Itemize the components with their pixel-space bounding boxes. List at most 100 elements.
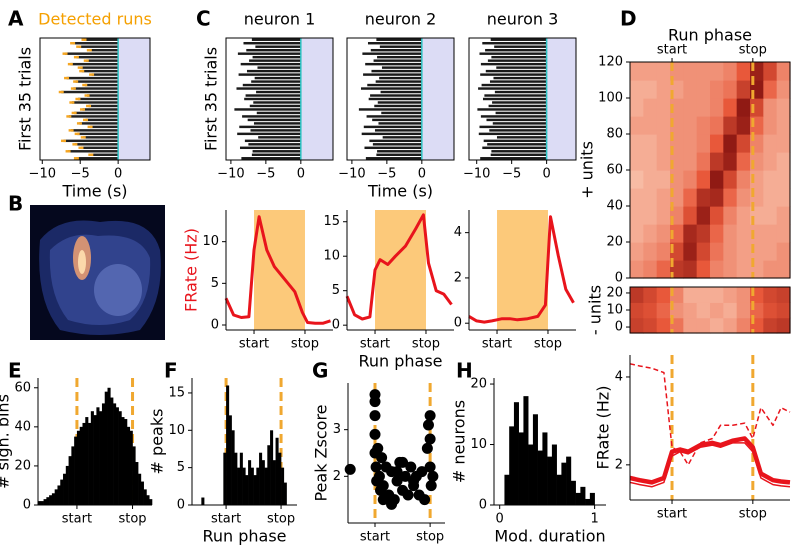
heatmap-cell	[776, 242, 791, 261]
raster-run	[377, 150, 422, 153]
hist-bar	[283, 482, 287, 505]
raster-run	[256, 111, 301, 115]
raster-run	[487, 143, 547, 146]
y-tick-label: 120	[598, 55, 623, 70]
raster-run	[254, 76, 301, 80]
y-tick-label: 5	[332, 283, 340, 298]
heatmap-cell	[736, 134, 751, 153]
hist-bar	[121, 417, 125, 505]
x-tick-label: start	[239, 337, 269, 352]
hist-bar	[132, 446, 136, 505]
raster-run	[488, 104, 547, 108]
raster-run	[90, 125, 119, 129]
heatmap-cell	[736, 242, 751, 261]
raster-run	[478, 87, 547, 90]
hist-bar	[88, 422, 92, 505]
y-tick-label: 0	[332, 318, 340, 333]
heatmap-cell	[683, 302, 698, 319]
axes-title: neuron 1	[244, 10, 316, 29]
heatmap-cell	[683, 317, 698, 334]
hist-bar	[551, 444, 557, 505]
heatmap-cell	[710, 287, 724, 303]
x-tick-label: start	[657, 43, 687, 58]
heatmap-cell	[723, 317, 738, 334]
raster-run	[496, 136, 547, 139]
x-tick-label: −10	[463, 167, 490, 182]
hist-bar	[93, 415, 97, 505]
raster-run	[491, 150, 547, 153]
heatmap-cell	[763, 80, 778, 99]
x-axis-label: Time (s)	[61, 182, 127, 201]
heatmap-cell	[763, 98, 778, 117]
hist-bar	[234, 452, 238, 505]
hist-bar	[272, 460, 276, 505]
raster-run	[63, 139, 119, 143]
hist-bar	[118, 411, 122, 505]
raster-run	[361, 132, 422, 136]
hist-bar	[54, 489, 58, 505]
hist-bar	[281, 467, 285, 505]
hist-bar	[532, 414, 538, 505]
hist-bar	[115, 407, 119, 505]
y-tick-label: 4	[454, 225, 462, 240]
raster-run	[485, 48, 547, 52]
y-tick-label: 0	[177, 498, 185, 513]
run-onset	[64, 76, 70, 80]
heatmap-cell	[710, 116, 724, 135]
x-axis-label: Time (s)	[367, 182, 433, 201]
heatmap-cell	[656, 188, 671, 207]
x-tick-label: stop	[739, 43, 767, 58]
heatmap-cell	[776, 206, 791, 225]
shaded-region	[421, 38, 454, 160]
heatmap-cell	[736, 152, 751, 171]
heatmap-cell	[736, 170, 751, 189]
raster-run	[249, 59, 301, 62]
heatmap-cell	[683, 242, 698, 261]
hist-bar	[113, 403, 117, 505]
heatmap-cell	[710, 188, 724, 207]
heatmap-cell	[723, 98, 738, 117]
heatmap-cell	[630, 260, 644, 279]
heatmap-cell	[763, 62, 778, 81]
axes-frame	[346, 37, 455, 161]
raster-run	[248, 143, 301, 146]
raster-run	[496, 66, 547, 69]
hist-bar	[135, 462, 139, 505]
raster-run	[77, 132, 119, 136]
x-tick-label: 0	[114, 167, 122, 182]
hist-bar	[223, 452, 227, 505]
scatter-point	[421, 442, 433, 454]
hist-bar	[278, 452, 282, 505]
y-tick-label: 10	[470, 437, 487, 452]
heatmap-cell	[656, 317, 671, 334]
y-tick-label: 20	[606, 235, 623, 250]
heatmap-cell	[723, 302, 738, 319]
heatmap-cell	[723, 287, 738, 303]
heatmap-cell	[710, 224, 724, 243]
hist-bar	[575, 492, 581, 505]
heatmap-cell	[723, 170, 738, 189]
scatter-point	[419, 494, 431, 506]
run-onset	[82, 83, 88, 87]
scatter-point	[424, 433, 436, 445]
y-axis-label: # sign. bins	[0, 394, 13, 489]
run-onset	[88, 153, 94, 156]
run-shade	[497, 210, 548, 330]
raster-run	[480, 157, 547, 160]
heatmap-cell	[656, 260, 671, 279]
scatter-point	[408, 480, 420, 492]
scatter-point	[386, 498, 398, 510]
hist-bar	[250, 467, 254, 505]
raster-run	[479, 52, 547, 55]
raster-run	[75, 80, 119, 83]
run-onset	[78, 146, 84, 150]
panel-label: C	[196, 7, 211, 31]
raster-run	[379, 76, 422, 80]
raster-run	[252, 150, 301, 153]
heatmap-cell	[630, 80, 644, 99]
x-tick-label: −5	[502, 167, 521, 182]
rate-line	[629, 442, 791, 488]
raster-run	[83, 136, 119, 139]
y-tick-label: 2	[454, 270, 462, 285]
